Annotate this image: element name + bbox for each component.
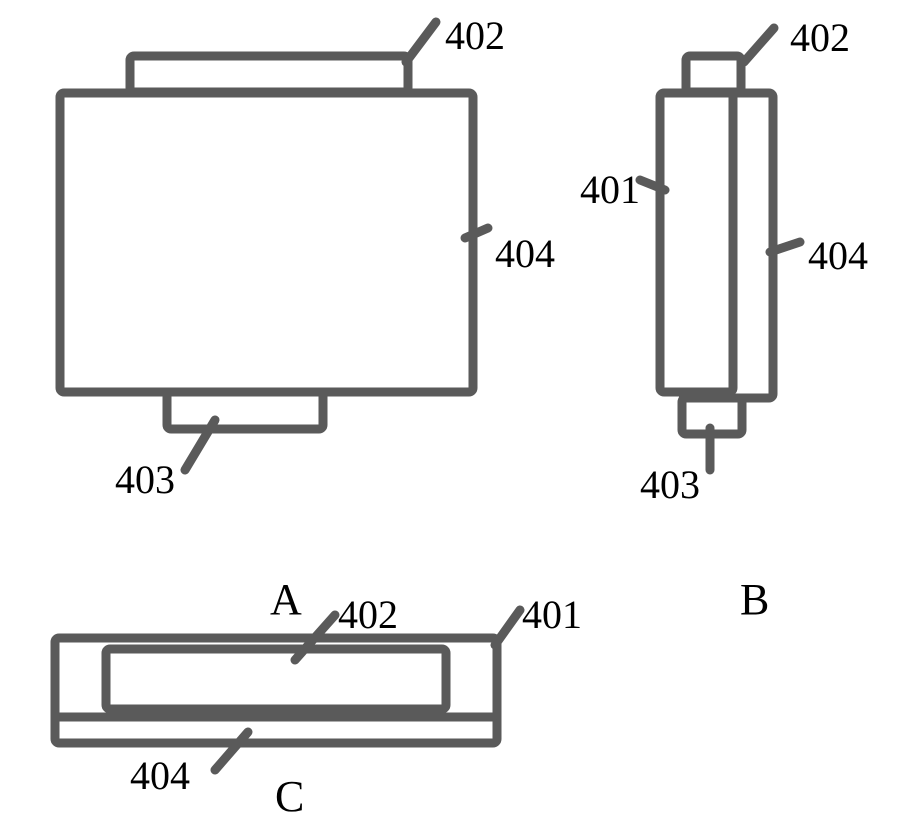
view-b-body-front-401 [660, 93, 733, 392]
view-a-bottom-403 [167, 392, 323, 429]
view-c-inner-402 [106, 649, 446, 709]
ref-label-c-402: 402 [338, 595, 398, 635]
ref-label-a-404: 404 [495, 234, 555, 274]
view-a-body-404 [60, 93, 473, 392]
ref-label-a-402: 402 [445, 16, 505, 56]
view-a-top-402 [130, 56, 408, 92]
diagram-stage: 402404403A402401404403B402401404C [0, 0, 906, 814]
leader-b-402 [744, 28, 774, 62]
leader-c-401 [495, 610, 520, 645]
ref-label-b-402: 402 [790, 18, 850, 58]
view-label-c: C [275, 775, 304, 819]
ref-label-c-404: 404 [130, 756, 190, 796]
diagram-svg [0, 0, 906, 814]
ref-label-b-401: 401 [580, 170, 640, 210]
view-b-top-402 [686, 56, 741, 92]
ref-label-c-401: 401 [522, 595, 582, 635]
ref-label-b-403: 403 [640, 465, 700, 505]
view-label-b: B [740, 578, 769, 622]
view-label-a: A [270, 578, 302, 622]
leader-a-402 [406, 22, 436, 62]
ref-label-a-403: 403 [115, 460, 175, 500]
ref-label-b-404: 404 [808, 236, 868, 276]
